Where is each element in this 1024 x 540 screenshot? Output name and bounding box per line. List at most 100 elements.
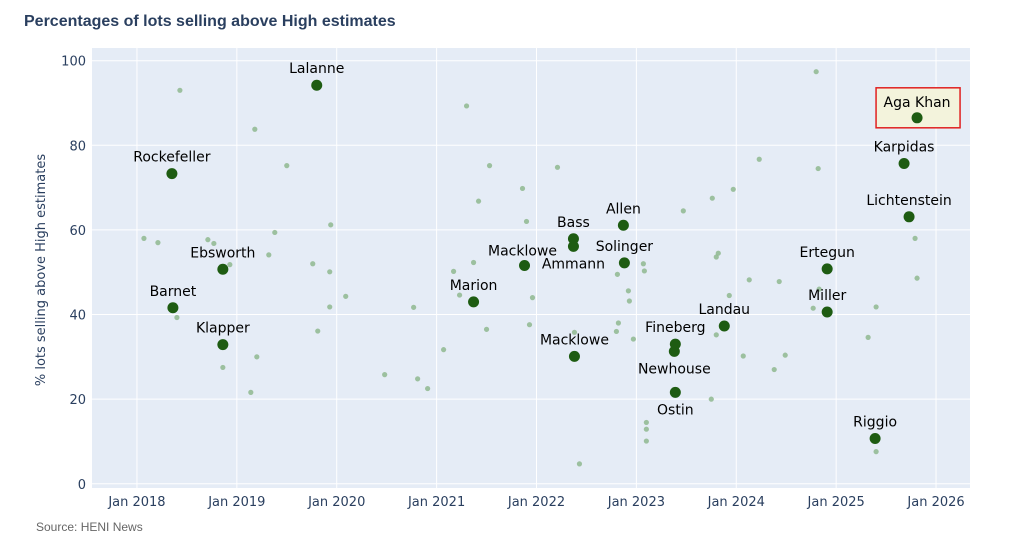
other-sale-point [463,103,470,109]
other-sale-point [873,449,879,455]
other-sale-point [177,87,183,93]
named-sale-point [617,219,629,231]
other-sale-point [248,389,254,395]
point-label: Miller [808,288,846,304]
other-sale-point [450,268,457,274]
named-sale-point [217,339,229,351]
other-sales-points [141,69,920,467]
other-sale-point [630,336,636,342]
named-sale-point [898,158,910,169]
named-sale-point [567,240,579,252]
other-sale-point [816,286,822,292]
other-sale-point [810,305,816,311]
other-sale-point [813,69,819,75]
other-sale-point [284,163,290,169]
other-sale-point [174,314,180,321]
other-sale-point [415,376,421,382]
other-sale-point [440,347,447,353]
point-label: Aga Khan [884,95,951,111]
other-sale-point [776,278,782,285]
named-sale-point [718,320,730,332]
other-sale-point [327,269,333,275]
other-sale-point [315,328,321,334]
other-sale-point [327,304,333,310]
other-sale-point [626,298,632,304]
named-sale-point [821,263,833,275]
point-label: Bass [557,215,590,231]
point-label: Marion [450,278,498,294]
other-sale-point [155,240,161,246]
other-sale-point [643,438,649,444]
y-tick-label: 60 [69,224,86,239]
other-sale-point [523,218,530,225]
other-sale-point [220,364,226,371]
other-sale-point [475,198,482,204]
other-sale-point [254,354,260,360]
other-sale-point [310,261,316,267]
x-tick-label: Jan 2018 [107,495,165,510]
other-sale-point [470,259,477,266]
point-label: Karpidas [874,140,935,156]
axis-ticks: 0 20 40 60 80 100 Jan 2018 Jan 2019 Jan 2020 Jan … [61,55,964,510]
other-sale-point [815,165,821,172]
point-label: Ebsworth [190,245,255,261]
other-sale-point [643,419,649,426]
other-sale-point [912,235,918,241]
point-label: Fineberg [645,320,705,336]
named-sales-points [166,79,923,444]
other-sale-point [709,195,715,201]
x-tick-label: Jan 2023 [607,495,665,510]
point-label: Solinger [596,239,654,255]
other-sale-point [411,304,417,310]
point-label: Klapper [196,321,250,337]
other-sale-point [746,277,752,283]
other-sale-point [625,288,631,294]
other-sale-point [205,237,211,243]
other-sale-point [865,334,871,340]
y-tick-label: 40 [69,309,86,324]
other-sale-point [708,396,714,402]
other-sale-point [526,322,533,328]
other-sale-point [252,126,258,132]
point-labels: Lalanne Aga Khan Karpidas Rockefeller Lichte… [133,61,952,430]
named-sale-point [821,306,833,318]
other-sale-point [615,320,622,326]
other-sale-point [782,352,788,358]
named-sale-point [217,263,229,275]
other-sale-point [571,329,578,335]
point-label: Newhouse [638,361,711,377]
other-sale-point [425,385,431,392]
other-sale-point [873,304,879,310]
other-sale-point [680,208,686,214]
other-sale-point [613,328,620,335]
point-label: Ertegun [799,245,854,261]
other-sale-point [483,326,490,332]
other-sale-point [641,268,647,274]
other-sale-point [771,366,777,373]
point-label: Barnet [150,284,197,300]
other-sale-point [519,185,526,192]
named-sale-point [167,302,179,314]
named-sale-point [567,233,579,245]
x-tick-label: Jan 2019 [207,495,265,510]
x-tick-label: Jan 2021 [407,495,465,510]
y-axis-title: % lots selling above High estimates [34,154,49,386]
other-sale-point [730,186,736,192]
other-sale-point [715,250,721,256]
point-label: Rockefeller [133,150,211,166]
named-sale-point [618,257,630,269]
point-label: Lalanne [289,61,344,77]
other-sale-point [272,229,278,236]
named-sale-point [911,112,923,124]
other-sale-point [726,292,732,299]
other-sale-point [640,261,646,267]
x-tick-label: Jan 2026 [906,495,964,510]
other-sale-point [343,293,349,299]
other-sale-point [486,163,493,169]
named-sale-point [903,211,915,223]
other-sale-point [554,164,561,170]
point-label: Macklowe [488,243,557,259]
named-sale-point [568,350,580,362]
other-sale-point [141,235,147,241]
